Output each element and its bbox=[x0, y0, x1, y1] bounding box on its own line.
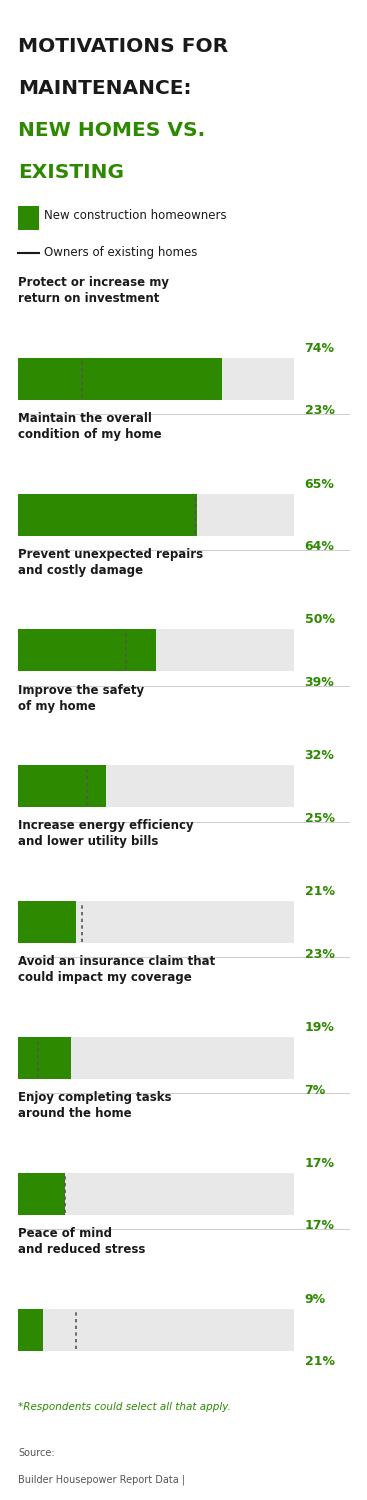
Text: 32%: 32% bbox=[305, 750, 334, 762]
FancyBboxPatch shape bbox=[18, 1036, 70, 1078]
Text: Enjoy completing tasks
around the home: Enjoy completing tasks around the home bbox=[18, 1090, 172, 1120]
Text: New construction homeowners: New construction homeowners bbox=[44, 209, 227, 222]
FancyBboxPatch shape bbox=[18, 494, 294, 536]
Text: Maintain the overall
condition of my home: Maintain the overall condition of my hom… bbox=[18, 413, 162, 441]
Text: MAINTENANCE:: MAINTENANCE: bbox=[18, 80, 192, 99]
Text: EXISTING: EXISTING bbox=[18, 164, 124, 183]
FancyBboxPatch shape bbox=[18, 630, 294, 672]
Text: Improve the safety
of my home: Improve the safety of my home bbox=[18, 684, 145, 712]
Text: 23%: 23% bbox=[305, 948, 334, 960]
Text: Protect or increase my
return on investment: Protect or increase my return on investm… bbox=[18, 276, 169, 304]
Text: 17%: 17% bbox=[305, 1156, 335, 1170]
Text: 74%: 74% bbox=[305, 342, 335, 354]
FancyBboxPatch shape bbox=[18, 902, 294, 944]
Text: *Respondents could select all that apply.: *Respondents could select all that apply… bbox=[18, 1402, 231, 1413]
Text: Avoid an insurance claim that
could impact my coverage: Avoid an insurance claim that could impa… bbox=[18, 956, 215, 984]
Text: MOTIVATIONS FOR: MOTIVATIONS FOR bbox=[18, 38, 229, 57]
Text: Prevent unexpected repairs
and costly damage: Prevent unexpected repairs and costly da… bbox=[18, 548, 203, 576]
FancyBboxPatch shape bbox=[18, 1036, 294, 1078]
FancyBboxPatch shape bbox=[18, 765, 106, 807]
Text: 64%: 64% bbox=[305, 540, 334, 554]
Text: 23%: 23% bbox=[305, 404, 334, 417]
Text: 39%: 39% bbox=[305, 676, 334, 688]
FancyBboxPatch shape bbox=[18, 1310, 43, 1352]
Text: 25%: 25% bbox=[305, 812, 335, 825]
Text: 17%: 17% bbox=[305, 1220, 335, 1233]
Text: 9%: 9% bbox=[305, 1293, 326, 1306]
FancyBboxPatch shape bbox=[18, 630, 156, 672]
Text: Source:: Source: bbox=[18, 1448, 55, 1458]
Text: 19%: 19% bbox=[305, 1022, 334, 1034]
FancyBboxPatch shape bbox=[18, 1173, 294, 1215]
Text: 21%: 21% bbox=[305, 1356, 335, 1368]
Text: NEW HOMES VS.: NEW HOMES VS. bbox=[18, 122, 206, 141]
Text: 21%: 21% bbox=[305, 885, 335, 898]
Text: 65%: 65% bbox=[305, 477, 334, 490]
FancyBboxPatch shape bbox=[18, 357, 294, 399]
FancyBboxPatch shape bbox=[18, 206, 39, 230]
Text: Increase energy efficiency
and lower utility bills: Increase energy efficiency and lower uti… bbox=[18, 819, 194, 849]
FancyBboxPatch shape bbox=[18, 1173, 65, 1215]
FancyBboxPatch shape bbox=[18, 902, 76, 944]
FancyBboxPatch shape bbox=[18, 494, 197, 536]
FancyBboxPatch shape bbox=[18, 357, 222, 399]
Text: Owners of existing homes: Owners of existing homes bbox=[44, 246, 197, 259]
Text: 7%: 7% bbox=[305, 1083, 326, 1096]
Text: 50%: 50% bbox=[305, 614, 335, 627]
Text: Peace of mind
and reduced stress: Peace of mind and reduced stress bbox=[18, 1227, 146, 1256]
FancyBboxPatch shape bbox=[18, 1310, 294, 1352]
FancyBboxPatch shape bbox=[18, 765, 294, 807]
Text: Builder Housepower Report Data |: Builder Housepower Report Data | bbox=[18, 1474, 185, 1485]
